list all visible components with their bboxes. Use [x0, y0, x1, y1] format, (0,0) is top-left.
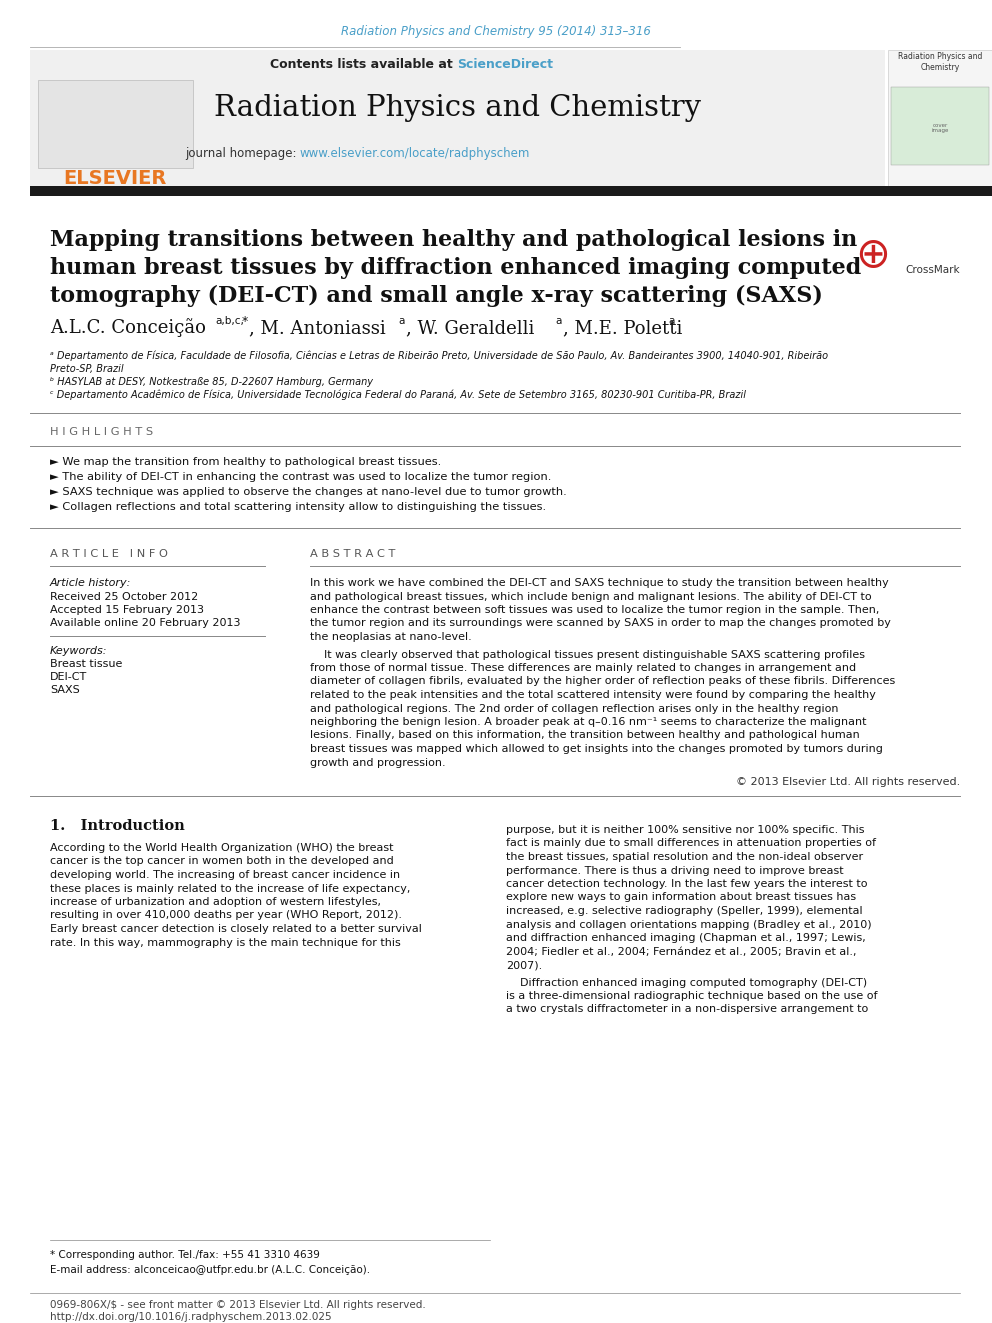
Text: http://dx.doi.org/10.1016/j.radphyschem.2013.02.025: http://dx.doi.org/10.1016/j.radphyschem.… — [50, 1312, 331, 1322]
Text: developing world. The increasing of breast cancer incidence in: developing world. The increasing of brea… — [50, 871, 400, 880]
Text: the neoplasias at nano-level.: the neoplasias at nano-level. — [310, 632, 472, 642]
Text: ► SAXS technique was applied to observe the changes at nano-level due to tumor g: ► SAXS technique was applied to observe … — [50, 487, 566, 497]
Bar — [38, 79, 193, 168]
Text: , W. Geraldelli: , W. Geraldelli — [406, 319, 535, 337]
Text: related to the peak intensities and the total scattered intensity were found by : related to the peak intensities and the … — [310, 691, 876, 700]
Text: DEI-CT: DEI-CT — [50, 672, 87, 681]
Text: the tumor region and its surroundings were scanned by SAXS in order to map the c: the tumor region and its surroundings we… — [310, 618, 891, 628]
Text: , M. Antoniassi: , M. Antoniassi — [249, 319, 386, 337]
Text: Received 25 October 2012: Received 25 October 2012 — [50, 591, 198, 602]
Text: breast tissues was mapped which allowed to get insights into the changes promote: breast tissues was mapped which allowed … — [310, 744, 883, 754]
Text: the breast tissues, spatial resolution and the non-ideal observer: the breast tissues, spatial resolution a… — [506, 852, 863, 863]
Text: fact is mainly due to small differences in attenuation properties of: fact is mainly due to small differences … — [506, 839, 876, 848]
Bar — [891, 87, 989, 165]
Text: ► We map the transition from healthy to pathological breast tissues.: ► We map the transition from healthy to … — [50, 456, 441, 467]
Text: purpose, but it is neither 100% sensitive nor 100% specific. This: purpose, but it is neither 100% sensitiv… — [506, 826, 864, 835]
Bar — [30, 50, 885, 188]
Text: Keywords:: Keywords: — [50, 646, 107, 656]
Text: *: * — [242, 315, 248, 328]
Text: Breast tissue: Breast tissue — [50, 659, 122, 669]
Text: * Corresponding author. Tel./fax: +55 41 3310 4639: * Corresponding author. Tel./fax: +55 41… — [50, 1250, 319, 1259]
Text: SAXS: SAXS — [50, 685, 79, 695]
Text: and pathological regions. The 2nd order of collagen reflection arises only in th: and pathological regions. The 2nd order … — [310, 704, 838, 713]
Text: cancer is the top cancer in women both in the developed and: cancer is the top cancer in women both i… — [50, 856, 394, 867]
Text: H I G H L I G H T S: H I G H L I G H T S — [50, 427, 153, 437]
Text: 2004; Fiedler et al., 2004; Fernández et al., 2005; Bravin et al.,: 2004; Fiedler et al., 2004; Fernández et… — [506, 946, 856, 957]
Text: a two crystals diffractometer in a non-dispersive arrangement to: a two crystals diffractometer in a non-d… — [506, 1004, 868, 1015]
Text: growth and progression.: growth and progression. — [310, 758, 445, 767]
Text: diameter of collagen fibrils, evaluated by the higher order of reflection peaks : diameter of collagen fibrils, evaluated … — [310, 676, 895, 687]
Text: and diffraction enhanced imaging (Chapman et al., 1997; Lewis,: and diffraction enhanced imaging (Chapma… — [506, 933, 866, 943]
Text: human breast tissues by diffraction enhanced imaging computed: human breast tissues by diffraction enha… — [50, 257, 861, 279]
Text: Early breast cancer detection is closely related to a better survival: Early breast cancer detection is closely… — [50, 923, 422, 934]
Text: cancer detection technology. In the last few years the interest to: cancer detection technology. In the last… — [506, 878, 867, 889]
Text: a: a — [398, 316, 405, 325]
Text: these places is mainly related to the increase of life expectancy,: these places is mainly related to the in… — [50, 884, 411, 893]
Text: ᶜ Departamento Acadêmico de Física, Universidade Tecnológica Federal do Paraná, : ᶜ Departamento Acadêmico de Física, Univ… — [50, 390, 746, 401]
Text: and pathological breast tissues, which include benign and malignant lesions. The: and pathological breast tissues, which i… — [310, 591, 872, 602]
Text: tomography (DEI-CT) and small angle x-ray scattering (SAXS): tomography (DEI-CT) and small angle x-ra… — [50, 284, 823, 307]
Text: ► The ability of DEI-CT in enhancing the contrast was used to localize the tumor: ► The ability of DEI-CT in enhancing the… — [50, 472, 552, 482]
Text: Contents lists available at: Contents lists available at — [270, 58, 457, 71]
Text: Preto-SP, Brazil: Preto-SP, Brazil — [50, 364, 124, 374]
Text: resulting in over 410,000 deaths per year (WHO Report, 2012).: resulting in over 410,000 deaths per yea… — [50, 910, 402, 921]
Text: a: a — [668, 316, 675, 325]
Text: cover
image: cover image — [931, 123, 948, 134]
Text: Diffraction enhanced imaging computed tomography (DEI-CT): Diffraction enhanced imaging computed to… — [506, 978, 867, 987]
Text: Radiation Physics and Chemistry 95 (2014) 313–316: Radiation Physics and Chemistry 95 (2014… — [341, 25, 651, 38]
Text: ScienceDirect: ScienceDirect — [457, 58, 553, 71]
Text: It was clearly observed that pathological tissues present distinguishable SAXS s: It was clearly observed that pathologica… — [310, 650, 865, 659]
Text: A B S T R A C T: A B S T R A C T — [310, 549, 396, 560]
Text: According to the World Health Organization (WHO) the breast: According to the World Health Organizati… — [50, 843, 394, 853]
Text: Available online 20 February 2013: Available online 20 February 2013 — [50, 618, 240, 628]
Text: ᵃ Departamento de Física, Faculdade de Filosofia, Ciências e Letras de Ribeirão : ᵃ Departamento de Física, Faculdade de F… — [50, 351, 828, 361]
Text: rate. In this way, mammography is the main technique for this: rate. In this way, mammography is the ma… — [50, 938, 401, 947]
Text: Radiation Physics and Chemistry: Radiation Physics and Chemistry — [213, 94, 700, 122]
Text: increased, e.g. selective radiography (Speller, 1999), elemental: increased, e.g. selective radiography (S… — [506, 906, 863, 916]
Text: Article history:: Article history: — [50, 578, 131, 587]
Text: is a three-dimensional radiographic technique based on the use of: is a three-dimensional radiographic tech… — [506, 991, 878, 1002]
Text: www.elsevier.com/locate/radphyschem: www.elsevier.com/locate/radphyschem — [300, 147, 531, 160]
Bar — [888, 50, 992, 188]
Bar — [30, 187, 992, 196]
Text: neighboring the benign lesion. A broader peak at q–0.16 nm⁻¹ seems to characteri: neighboring the benign lesion. A broader… — [310, 717, 866, 728]
Text: E-mail address: alconceicao@utfpr.edu.br (A.L.C. Conceição).: E-mail address: alconceicao@utfpr.edu.br… — [50, 1265, 370, 1275]
Text: explore new ways to gain information about breast tissues has: explore new ways to gain information abo… — [506, 893, 856, 902]
Text: analysis and collagen orientations mapping (Bradley et al., 2010): analysis and collagen orientations mappi… — [506, 919, 872, 930]
Text: from those of normal tissue. These differences are mainly related to changes in : from those of normal tissue. These diffe… — [310, 663, 856, 673]
Text: performance. There is thus a driving need to improve breast: performance. There is thus a driving nee… — [506, 865, 843, 876]
Text: journal homepage:: journal homepage: — [185, 147, 300, 160]
Text: In this work we have combined the DEI-CT and SAXS technique to study the transit: In this work we have combined the DEI-CT… — [310, 578, 889, 587]
Text: © 2013 Elsevier Ltd. All rights reserved.: © 2013 Elsevier Ltd. All rights reserved… — [736, 777, 960, 787]
Text: a: a — [555, 316, 561, 325]
Text: increase of urbanization and adoption of western lifestyles,: increase of urbanization and adoption of… — [50, 897, 381, 908]
Text: ► Collagen reflections and total scattering intensity allow to distinguishing th: ► Collagen reflections and total scatter… — [50, 501, 547, 512]
Text: , M.E. Poletti: , M.E. Poletti — [563, 319, 682, 337]
Text: lesions. Finally, based on this information, the transition between healthy and : lesions. Finally, based on this informat… — [310, 730, 860, 741]
Text: CrossMark: CrossMark — [905, 265, 959, 275]
Text: ⊕: ⊕ — [855, 234, 891, 277]
Text: A.L.C. Conceição: A.L.C. Conceição — [50, 319, 206, 337]
Text: 1.   Introduction: 1. Introduction — [50, 819, 185, 833]
Text: A R T I C L E   I N F O: A R T I C L E I N F O — [50, 549, 168, 560]
Text: a,b,c,: a,b,c, — [215, 316, 244, 325]
Text: 0969-806X/$ - see front matter © 2013 Elsevier Ltd. All rights reserved.: 0969-806X/$ - see front matter © 2013 El… — [50, 1301, 426, 1310]
Text: Accepted 15 February 2013: Accepted 15 February 2013 — [50, 605, 204, 615]
Text: enhance the contrast between soft tissues was used to localize the tumor region : enhance the contrast between soft tissue… — [310, 605, 879, 615]
Text: ᵇ HASYLAB at DESY, Notkestraße 85, D-22607 Hamburg, Germany: ᵇ HASYLAB at DESY, Notkestraße 85, D-226… — [50, 377, 373, 388]
Text: 2007).: 2007). — [506, 960, 543, 970]
Bar — [30, 50, 235, 188]
Text: Radiation Physics and
Chemistry: Radiation Physics and Chemistry — [898, 53, 982, 71]
Text: ELSEVIER: ELSEVIER — [63, 169, 167, 188]
Text: Mapping transitions between healthy and pathological lesions in: Mapping transitions between healthy and … — [50, 229, 857, 251]
